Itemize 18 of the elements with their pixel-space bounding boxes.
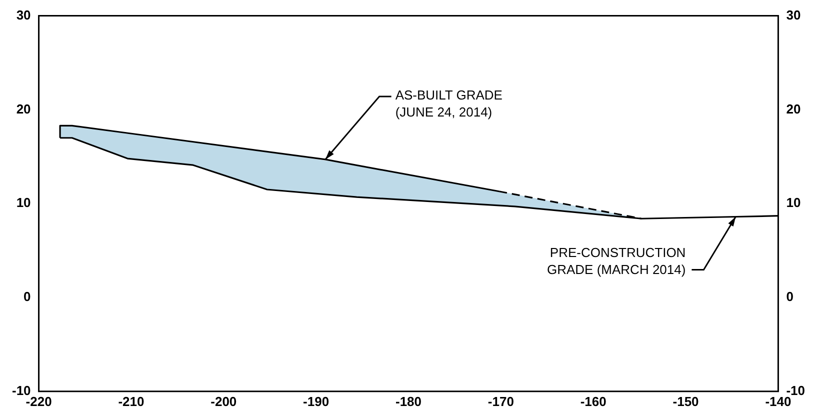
y2-tick-label: 30: [786, 7, 801, 22]
y-tick-label: 30: [16, 7, 31, 22]
annotation: PRE-CONSTRUCTION GRADE (MARCH 2014): [546, 244, 686, 277]
y2-tick-label: 10: [786, 195, 801, 210]
annotation: AS-BUILT GRADE (JUNE 24, 2014): [395, 88, 503, 120]
y-tick-label: -10: [12, 382, 31, 398]
y-tick-label: 20: [16, 101, 31, 116]
x-tick-label: -180: [395, 394, 422, 409]
y2-tick-label: 0: [786, 289, 794, 304]
x-tick-label: -210: [118, 394, 144, 409]
x-tick-label: -150: [672, 394, 699, 409]
y-tick-label: 10: [16, 195, 31, 210]
x-tick-label: -190: [303, 394, 330, 409]
y-tick-label: 0: [24, 289, 31, 304]
x-tick-label: -160: [580, 394, 606, 409]
y2-tick-label: 20: [786, 101, 801, 116]
x-tick-label: -200: [210, 394, 237, 409]
x-tick-label: -170: [488, 394, 514, 409]
